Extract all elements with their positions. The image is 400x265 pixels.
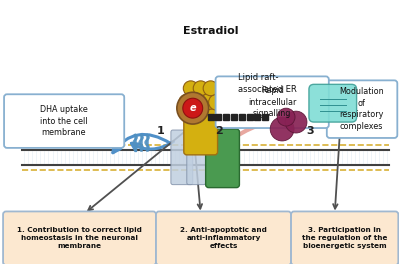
Bar [239, 114, 245, 120]
Bar [223, 114, 229, 120]
Text: 1: 1 [157, 126, 165, 136]
Circle shape [203, 81, 218, 96]
Text: 2. Anti-apoptotic and
anti-inflammatory
effects: 2. Anti-apoptotic and anti-inflammatory … [180, 227, 267, 249]
FancyBboxPatch shape [291, 211, 398, 265]
Circle shape [179, 94, 195, 110]
Text: Modulation
of
respiratory
complexes: Modulation of respiratory complexes [339, 87, 384, 131]
FancyBboxPatch shape [309, 84, 357, 122]
Text: DHA uptake
into the cell
membrane: DHA uptake into the cell membrane [40, 105, 88, 137]
Circle shape [183, 98, 203, 118]
FancyBboxPatch shape [206, 129, 240, 188]
FancyBboxPatch shape [216, 76, 329, 128]
FancyBboxPatch shape [171, 130, 193, 185]
Bar [254, 114, 260, 120]
FancyBboxPatch shape [4, 94, 124, 148]
FancyBboxPatch shape [327, 80, 397, 138]
Circle shape [277, 108, 295, 126]
Circle shape [270, 117, 294, 141]
Text: Rapid
intracellular
signalling: Rapid intracellular signalling [248, 86, 296, 118]
FancyBboxPatch shape [187, 130, 206, 185]
Circle shape [183, 81, 198, 96]
Text: 3. Participation in
the regulation of the
bioenergetic system: 3. Participation in the regulation of th… [302, 227, 387, 249]
Text: 2: 2 [215, 126, 222, 136]
Bar [208, 114, 214, 120]
Circle shape [285, 111, 307, 133]
Circle shape [177, 92, 209, 124]
Circle shape [199, 94, 214, 110]
Text: Lipid raft-
associated ER: Lipid raft- associated ER [238, 73, 297, 94]
Text: Estradiol: Estradiol [183, 26, 238, 36]
Circle shape [189, 94, 205, 110]
FancyBboxPatch shape [156, 211, 291, 265]
FancyBboxPatch shape [184, 109, 218, 155]
Bar [216, 114, 222, 120]
FancyBboxPatch shape [3, 211, 156, 265]
Text: 1. Contribution to correct lipid
homeostasis in the neuronal
membrane: 1. Contribution to correct lipid homeost… [17, 227, 142, 249]
Text: 3: 3 [306, 126, 314, 136]
Circle shape [193, 81, 208, 96]
Bar [231, 114, 237, 120]
Circle shape [209, 94, 224, 110]
Bar [262, 114, 268, 120]
Bar [247, 114, 253, 120]
Text: e: e [190, 103, 196, 113]
